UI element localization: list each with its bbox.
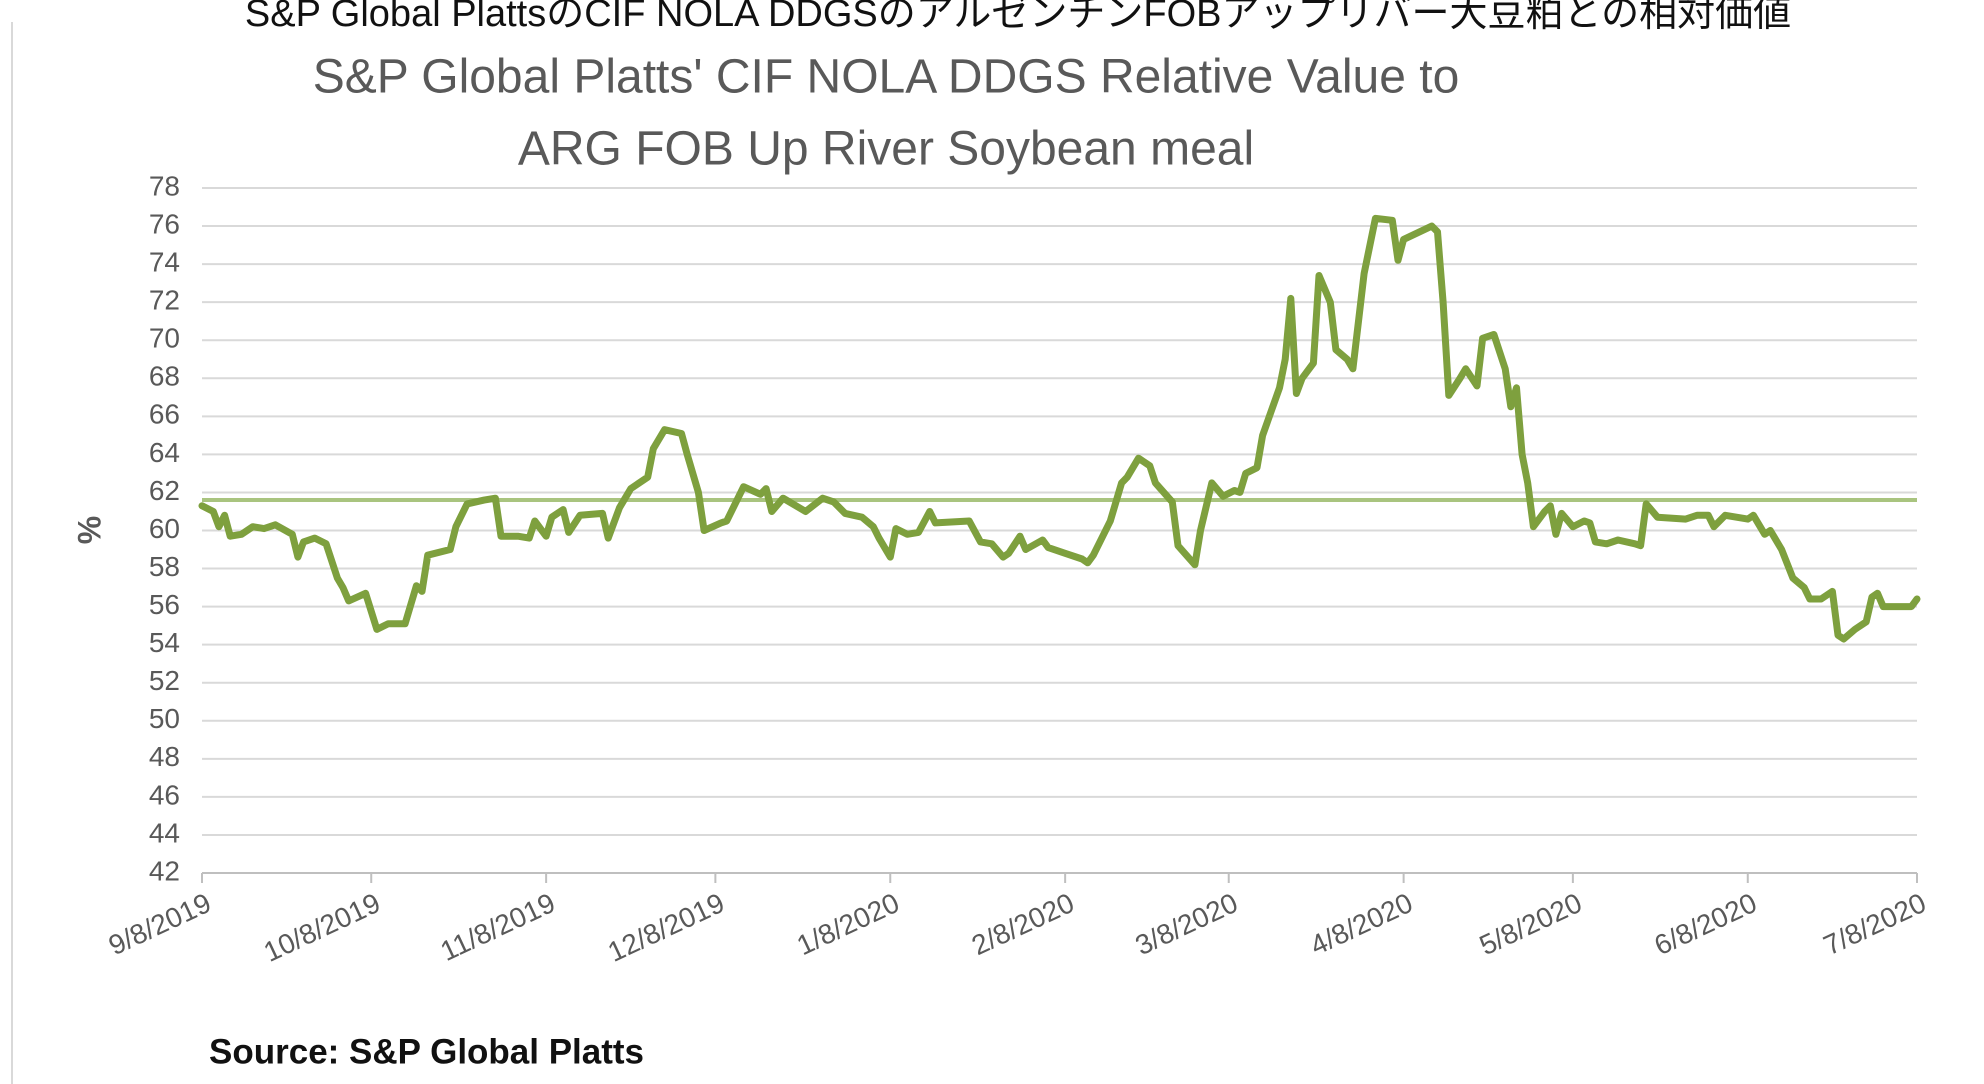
y-axis-label: % [71,516,107,544]
y-tick-label: 48 [149,741,180,772]
y-tick-label: 66 [149,399,180,430]
y-tick-label: 60 [149,513,180,544]
y-tick-label: 78 [149,170,180,201]
y-tick-label: 56 [149,589,180,620]
y-tick-label: 54 [149,627,180,658]
y-tick-label: 68 [149,361,180,392]
y-tick-label: 42 [149,855,180,886]
y-tick-label: 76 [149,208,180,239]
y-tick-label: 50 [149,703,180,734]
y-tick-label: 70 [149,323,180,354]
chart-title: ARG FOB Up River Soybean meal [518,123,1254,176]
source-note: Source: S&P Global Platts [209,1032,644,1071]
y-tick-label: 74 [149,247,180,278]
y-tick-label: 64 [149,437,180,468]
y-tick-label: 44 [149,817,180,848]
chart-title: S&P Global Platts' CIF NOLA DDGS Relativ… [313,51,1460,104]
data-line [198,214,1921,643]
y-tick-label: 62 [149,475,180,506]
y-tick-label: 46 [149,779,180,810]
y-tick-label: 58 [149,551,180,582]
y-tick-label: 52 [149,665,180,696]
y-tick-label: 72 [149,285,180,316]
page-title: S&P Global PlattsのCIF NOLA DDGSのアルゼンチンFO… [245,0,1791,35]
